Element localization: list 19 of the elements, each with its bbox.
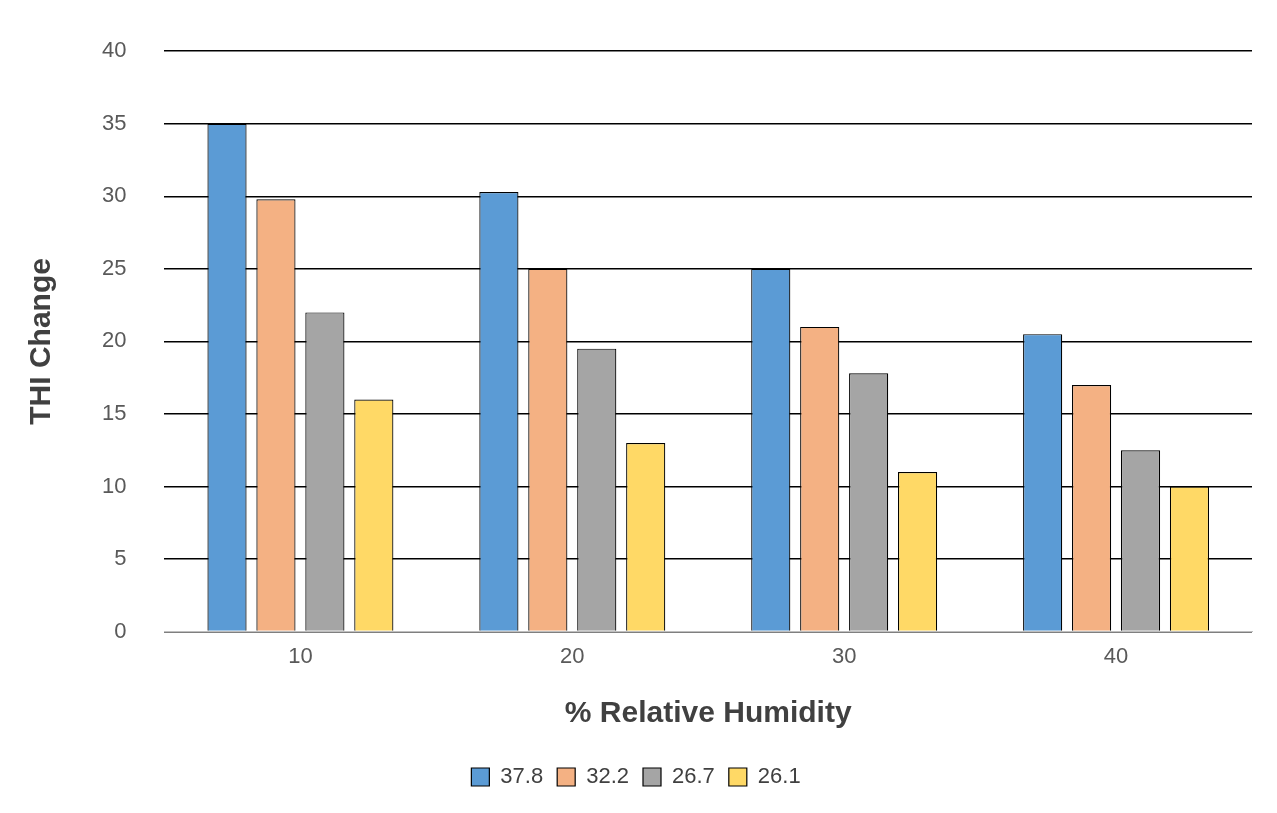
y-tick-label: 40 [101,37,127,63]
x-tick-label: 40 [1103,642,1129,668]
x-tick-label: 30 [831,642,857,668]
y-tick-label: 35 [101,109,127,135]
legend-label: 26.7 [672,763,715,789]
x-axis-title: % Relative Humidity [564,695,852,729]
x-tick-label: 20 [560,642,585,668]
y-tick-label: 20 [101,327,127,353]
legend-label: 37.8 [500,763,544,789]
legend-label: 32.2 [586,763,630,789]
y-tick-label: 25 [101,254,127,280]
y-tick-label: 30 [101,182,127,208]
y-tick-label: 0 [114,617,127,643]
legend-label: 26.1 [757,763,801,789]
x-tick-label: 10 [288,642,313,668]
y-axis-title: THI Change [23,258,57,425]
y-tick-label: 5 [114,545,127,571]
y-tick-label: 15 [101,400,127,426]
y-tick-label: 10 [101,472,127,498]
